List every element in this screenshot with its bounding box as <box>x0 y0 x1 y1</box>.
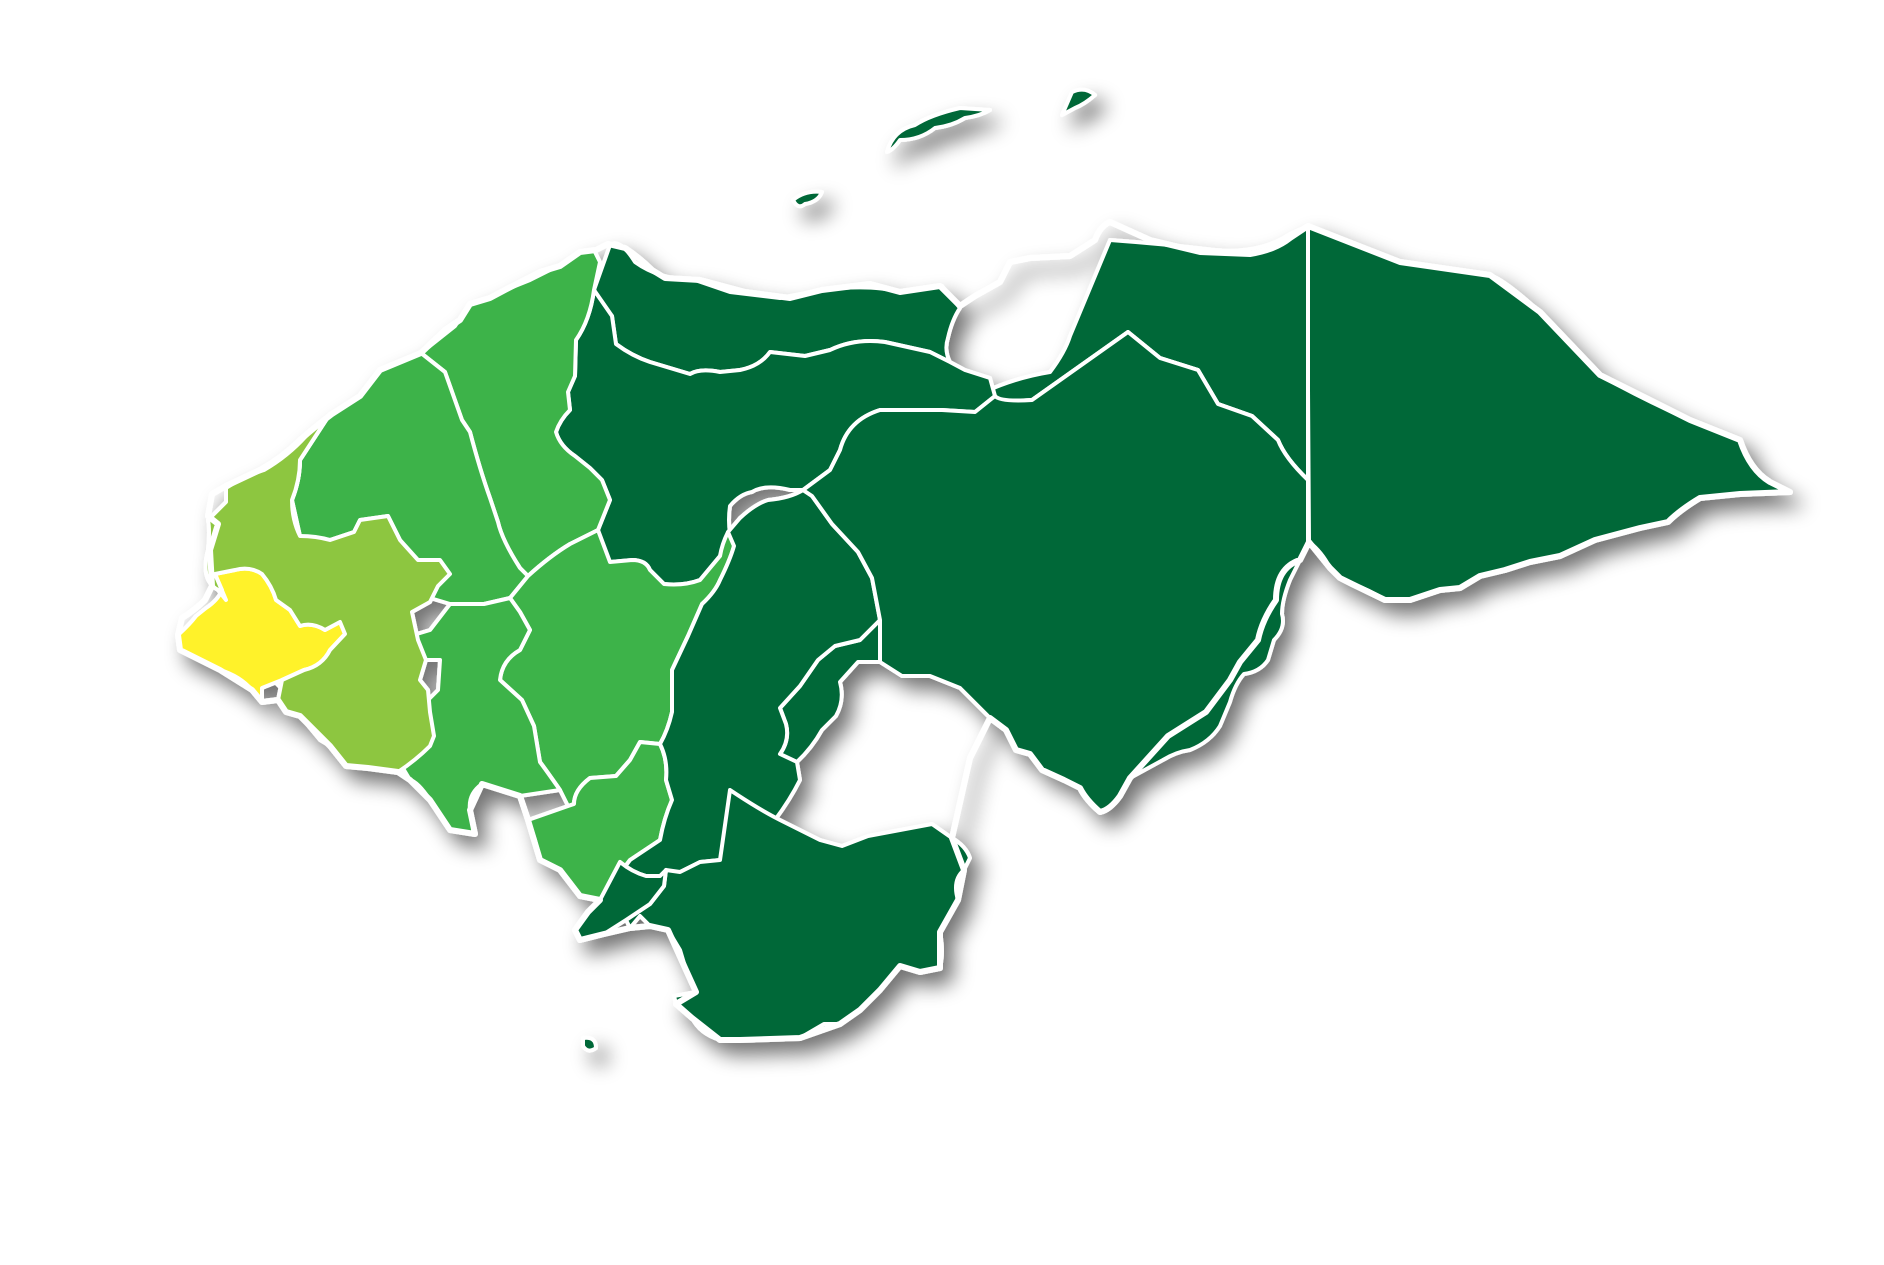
country-outline <box>175 219 1793 1043</box>
region-lempira <box>203 412 452 774</box>
region-islas-de-la-bahia <box>1060 87 1097 117</box>
region-gracias-a-dios <box>1306 224 1792 602</box>
map-shapes <box>175 87 1793 1053</box>
region-islas-de-la-bahia <box>885 106 992 154</box>
region-islas-de-la-bahia <box>581 1035 598 1053</box>
region-islas-de-la-bahia <box>791 189 824 209</box>
